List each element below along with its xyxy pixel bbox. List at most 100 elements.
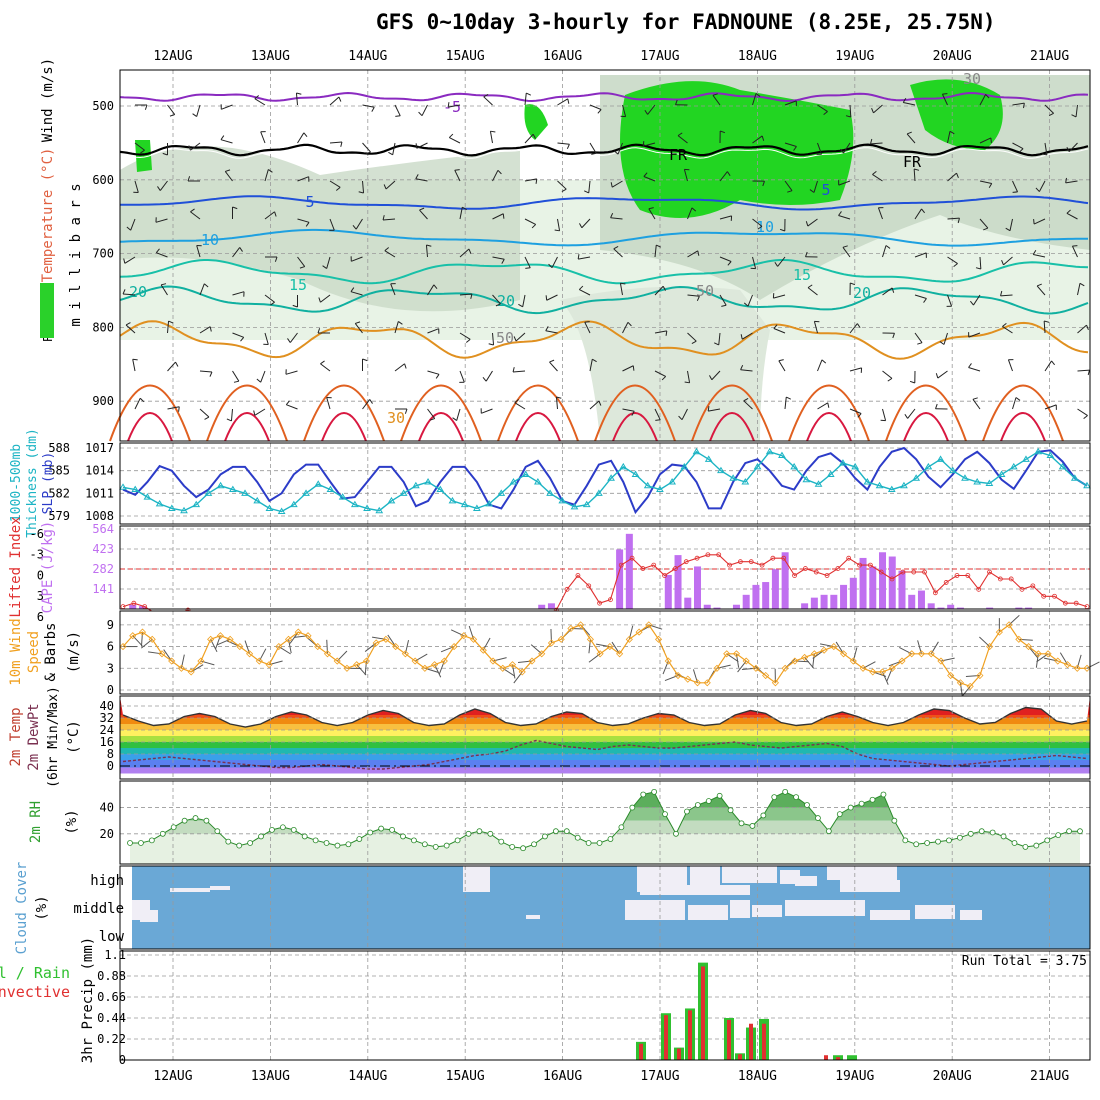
wind-barb: [979, 256, 982, 270]
convective-bar: [727, 1019, 731, 1060]
contour-5: [120, 195, 1089, 211]
wind-barb: [1036, 285, 1046, 296]
wind-barb: [1044, 360, 1052, 372]
wind-speed-marker: [460, 632, 468, 640]
wind-speed-marker: [625, 635, 633, 643]
cloud-patch: [210, 886, 230, 890]
wind-speed-marker: [830, 643, 838, 651]
wind-barb: [870, 138, 873, 144]
thickness-marker: [790, 462, 799, 470]
wind-speed-marker: [596, 650, 604, 658]
rh2m-marker: [935, 838, 941, 845]
wind-speed-marker: [791, 657, 799, 665]
wind-barb: [161, 283, 167, 286]
pressure-tick: 500: [92, 99, 114, 113]
cloud-patch: [640, 885, 750, 895]
wind-barb: [320, 360, 325, 365]
wind-barb: [721, 304, 727, 307]
rh2m-marker: [1033, 842, 1040, 849]
wind-barb: [490, 130, 496, 133]
wind-barb: [857, 413, 862, 418]
wind-barb: [1033, 219, 1035, 225]
wind-barb: [947, 172, 957, 182]
wind-barb: [352, 224, 357, 230]
contour-label: 30: [387, 409, 405, 427]
rh2m-unit-label: (%): [64, 809, 80, 834]
contour-label: FR: [669, 146, 688, 164]
wind-barb: [447, 102, 450, 108]
contour-35: [127, 412, 173, 442]
wind-barb: [168, 320, 174, 324]
wind-barb: [891, 287, 895, 293]
thickness-marker: [997, 470, 1006, 477]
wind-barb: [296, 92, 302, 95]
wind-barb: [1002, 326, 1013, 334]
panel-frame: [119, 950, 1091, 1061]
wind-barb: [707, 406, 710, 412]
wind-barb: [719, 171, 728, 182]
wind-speed-marker: [771, 679, 779, 687]
wind-speed-marker: [246, 650, 254, 658]
lifted-marker: [683, 559, 689, 565]
wind-barb: [1038, 180, 1046, 192]
date-label-top: 21AUG: [1030, 49, 1069, 64]
wind-barb: [1077, 283, 1081, 296]
thickness-marker: [131, 485, 140, 493]
wind-barb: [906, 133, 916, 144]
wind-barb: [913, 168, 916, 182]
wind-barb: [1083, 415, 1088, 420]
thickness-marker: [1034, 447, 1043, 455]
wind-barb: [557, 180, 567, 190]
contour-35: [224, 412, 270, 442]
wind-speed-marker: [693, 679, 702, 687]
temp-color-band: [120, 736, 1090, 742]
wind-barb: [809, 189, 815, 193]
cape-bar: [956, 607, 964, 609]
wind-barb: [654, 330, 667, 334]
wind-barb: [554, 229, 560, 232]
contour-m5: [119, 91, 1089, 103]
rh2m-marker: [247, 840, 254, 846]
wind-barb: [687, 370, 691, 383]
wind-barb: [584, 321, 590, 323]
rh2m-marker: [531, 841, 537, 848]
rh2m-marker: [607, 836, 614, 842]
rh2m-marker: [716, 792, 723, 799]
thickness-marker: [143, 493, 152, 500]
wind-barb: [687, 207, 693, 220]
wind-barb: [371, 107, 375, 112]
cloud-patch: [526, 915, 540, 919]
wind-speed-marker: [645, 621, 653, 629]
thickness-marker: [851, 462, 860, 470]
wind-barb: [525, 267, 531, 269]
wind-barb: [295, 93, 298, 106]
wind-barb: [805, 221, 809, 227]
wind-barb: [589, 359, 593, 372]
lifted-marker: [781, 555, 787, 561]
wind-barb: [203, 283, 209, 288]
wind-speed-marker: [840, 650, 848, 658]
wind-barb: [1012, 191, 1018, 193]
wind-speed-marker: [1054, 657, 1062, 665]
wind-barb: [757, 225, 763, 230]
thickness-tick: 588: [48, 441, 70, 455]
wind-barb: [522, 294, 526, 307]
cape-bar: [781, 552, 789, 609]
wind-barb: [752, 135, 763, 144]
cloud-patch: [785, 900, 865, 916]
contour-30: [885, 384, 967, 442]
temp-label: 2m Temp: [8, 707, 24, 766]
date-label-top: 14AUG: [348, 49, 387, 64]
cape-bar: [869, 566, 877, 609]
wind-barb: [973, 294, 981, 306]
wind-barb: [415, 143, 418, 149]
thickness-marker: [289, 500, 298, 508]
wind-barb: [514, 402, 526, 410]
contour-label: 20: [853, 284, 871, 302]
wind-speed-marker: [382, 635, 390, 643]
wind-barb: [355, 321, 361, 324]
thickness-marker: [228, 485, 237, 493]
wind-barb: [662, 285, 666, 291]
rh-green: [524, 104, 548, 140]
wind-barb: [827, 402, 830, 408]
